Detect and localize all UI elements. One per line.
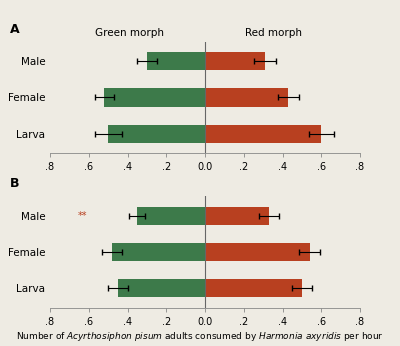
Bar <box>205 207 269 225</box>
Bar <box>205 125 321 143</box>
Bar <box>205 279 302 297</box>
Bar <box>104 89 205 107</box>
Bar <box>205 52 265 70</box>
Text: Green morph: Green morph <box>94 28 164 38</box>
Bar <box>108 125 205 143</box>
Bar <box>112 243 205 261</box>
Bar <box>147 52 205 70</box>
Bar <box>137 207 205 225</box>
Bar <box>205 243 310 261</box>
Bar <box>118 279 205 297</box>
Text: Red morph: Red morph <box>245 28 302 38</box>
Text: **: ** <box>78 211 88 221</box>
Text: A: A <box>10 23 19 36</box>
Text: B: B <box>10 177 19 190</box>
Text: Number of $\it{Acyrthosiphon\ pisum}$ adults consumed by $\it{Harmonia\ axyridis: Number of $\it{Acyrthosiphon\ pisum}$ ad… <box>16 329 384 343</box>
Bar <box>205 89 288 107</box>
